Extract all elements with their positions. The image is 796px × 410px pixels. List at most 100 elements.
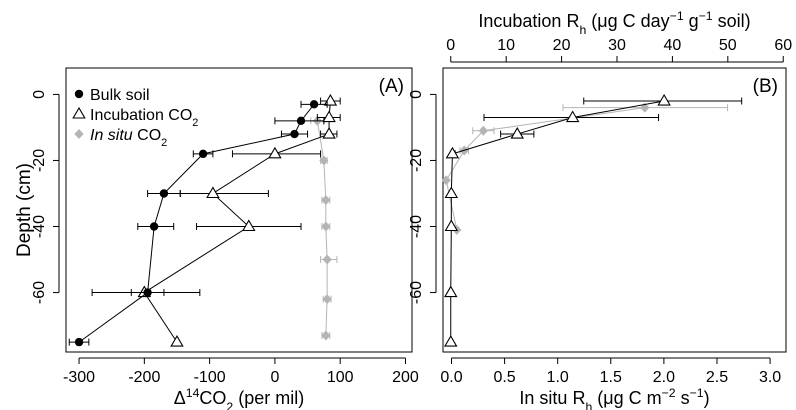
y-tick-label: -60 (31, 281, 48, 304)
plot-frame-b (442, 67, 787, 353)
x-axis-label-a: Δ14CO2 (per mil) (174, 386, 304, 410)
legend-marker-1 (72, 106, 86, 119)
series-a0-point-6 (143, 288, 152, 297)
series-b-incubation-point-3 (445, 146, 460, 159)
series-a1-point-1 (322, 110, 336, 123)
x-tick-label: -300 (63, 369, 95, 386)
series-b-incubation-line (450, 100, 665, 343)
panel-label-b: (B) (753, 76, 778, 97)
plot-frame-a (65, 67, 413, 353)
x-axis-label-bottom-part: (μg C m (592, 388, 661, 408)
x-tick-label: 0 (270, 369, 279, 386)
series-b-incubation-point-1 (565, 110, 580, 123)
x-tick-label-bottom: 1.0 (547, 369, 569, 386)
series-a0-point-0 (309, 100, 319, 109)
legend-label-1-part: Incubation CO (90, 107, 192, 124)
y-tick-label: -20 (31, 149, 48, 172)
legend-label-2-part: CO (133, 127, 161, 144)
legend-marker-2 (74, 129, 84, 139)
series-a1-point-3 (268, 146, 282, 159)
x-tick-label-bottom: 2.0 (653, 369, 675, 386)
y-tick-label: -40 (31, 215, 48, 238)
series-a1-point-0 (323, 93, 338, 106)
legend-label-1-part: 2 (192, 117, 198, 129)
legend-label-0: Bulk soil (90, 87, 150, 104)
x-axis-label-top-part: soil) (713, 11, 751, 31)
x-tick-label: 100 (327, 369, 354, 386)
y-tick-label: -60 (408, 281, 425, 304)
series-b-incubation-point-6 (444, 285, 458, 298)
x-axis-label-bottom-part: −1 (690, 386, 704, 400)
x-tick-label-bottom: 0.0 (440, 369, 462, 386)
x-axis-label-top-part: Incubation R (478, 11, 579, 31)
series-b-incubation-point-5 (444, 219, 459, 232)
x-axis-label-a-part: 2 (226, 400, 233, 410)
x-axis-label-top-part: −1 (699, 9, 713, 23)
legend-marker-0 (74, 89, 84, 99)
x-tick-label-bottom: 2.5 (706, 369, 728, 386)
series-a1-point-7 (170, 334, 184, 347)
y-tick-label: -40 (408, 215, 425, 238)
x-axis-label-bottom-part: h (585, 400, 592, 410)
x-axis-label-bottom-part: −2 (662, 386, 676, 400)
series-a1-line (143, 100, 331, 343)
x-axis-label-bottom-part: In situ R (519, 388, 585, 408)
y-tick-label: 0 (408, 90, 425, 99)
series-a0-point-1 (296, 116, 306, 126)
x-axis-label-top-part: −1 (670, 9, 684, 23)
series-a2-point-3 (321, 221, 331, 232)
x-tick-label: 200 (392, 369, 419, 386)
x-axis-label-bottom: In situ Rh (μg C m−2 s−1) (519, 386, 709, 410)
x-tick-label-bottom: 3.0 (759, 369, 781, 386)
legend-label-2-part: In situ (90, 127, 133, 144)
series-b-incubation-point-0 (657, 93, 671, 106)
x-tick-label-top: 60 (774, 37, 792, 54)
x-axis-label-bottom-part: s (676, 388, 690, 408)
legend-label-1: Incubation CO2 (90, 107, 198, 129)
x-axis-label-bottom-part: ) (704, 388, 710, 408)
legend-label-2: In situ CO2 (90, 127, 167, 149)
series-a0-point-3 (198, 149, 208, 159)
series-b-incubation-point-7 (444, 334, 458, 347)
legend-label-2-part: 2 (161, 137, 167, 149)
y-tick-label: -20 (408, 149, 425, 172)
series-a2-point-1 (319, 155, 329, 166)
series-a2-point-6 (321, 330, 331, 341)
x-axis-label-top-part: g (684, 11, 699, 31)
x-tick-label: -200 (128, 369, 160, 386)
series-a0-point-7 (74, 337, 84, 347)
series-b-insitu-point-1 (478, 125, 488, 136)
series-b-incubation-point-2 (510, 126, 525, 139)
panel-b: 0.0 0.5 1.0 1.5 2.0 2.5 3.0In situ Rh (μg C m−… (408, 9, 792, 410)
x-axis-label-top-part: (μg C day (586, 11, 669, 31)
series-a2-point-5 (322, 294, 332, 305)
x-axis-label-top: Incubation Rh (μg C day−1 g−1 soil) (478, 9, 750, 37)
x-tick-label-top: 50 (719, 37, 737, 54)
x-tick-label-top: 0 (446, 37, 455, 54)
x-tick-label-top: 30 (608, 37, 626, 54)
series-b-insitu-point-3 (441, 175, 451, 186)
x-axis-label-a-part: CO (199, 388, 226, 408)
panel-label-a: (A) (379, 76, 404, 97)
x-tick-label-bottom: 1.5 (600, 369, 622, 386)
series-a1-point-5 (242, 219, 256, 232)
x-tick-label-top: 20 (553, 37, 571, 54)
series-a2-point-4 (322, 254, 332, 265)
series-a1-point-4 (206, 186, 220, 199)
legend-label-0-part: Bulk soil (90, 87, 150, 104)
x-tick-label-top: 40 (664, 37, 682, 54)
x-axis-label-a-part: 14 (186, 386, 200, 400)
x-axis-label-a-part: Δ (174, 388, 186, 408)
y-tick-label: 0 (31, 90, 48, 99)
series-a0-point-5 (149, 222, 159, 231)
x-axis-label-a-part: (per mil) (233, 388, 304, 408)
x-tick-label: -100 (194, 369, 226, 386)
x-axis-label-top-part: h (579, 23, 586, 37)
y-axis-label: Depth (cm) (14, 163, 35, 257)
series-a0-point-2 (290, 129, 299, 139)
series-a0-point-4 (159, 189, 169, 198)
series-b-incubation-point-4 (444, 186, 459, 199)
